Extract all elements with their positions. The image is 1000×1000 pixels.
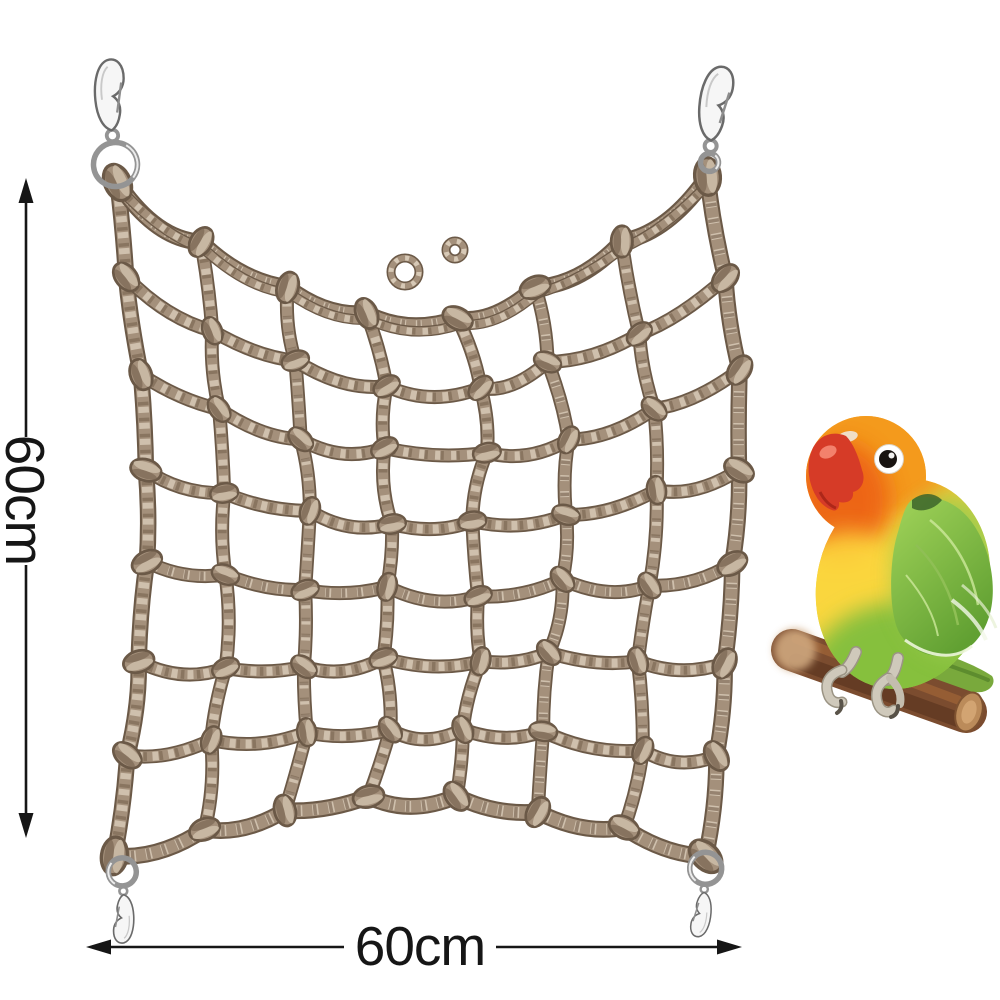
bird-feet (821, 646, 905, 719)
rope-knot (122, 648, 156, 675)
rope-knot (527, 720, 559, 743)
rope-knot (287, 426, 315, 453)
wing-dark-patch (912, 494, 942, 511)
rope-loose-loop (386, 253, 424, 291)
rope-knot (518, 274, 552, 301)
rope-knot (442, 780, 471, 812)
rope-knot (467, 374, 494, 402)
rope-knot (372, 374, 401, 399)
rope-knot (128, 358, 154, 392)
vertical-dimension-label: 60cm (0, 435, 56, 566)
rope-knot (200, 316, 224, 346)
rope-knot (210, 563, 241, 587)
rope-knot (188, 816, 222, 843)
rope-knot (353, 297, 380, 330)
rope-knot (368, 646, 399, 670)
arrowhead-right-icon (717, 939, 742, 955)
rope-knot (272, 793, 298, 828)
rope-knot (129, 457, 163, 483)
snap-hook (93, 58, 125, 144)
rope-knot (199, 725, 223, 755)
metal-clips (90, 58, 735, 944)
rope-knot (535, 639, 562, 667)
carabiner-clip-top-left (90, 58, 141, 190)
bird-beak (808, 431, 864, 511)
bird-claw (835, 699, 844, 715)
arrowhead-down-icon (18, 813, 34, 838)
rope-knot (206, 395, 232, 423)
rope-knot (607, 814, 641, 841)
rope-knot (609, 224, 634, 259)
lovebird (771, 416, 1000, 733)
rope-knot (280, 349, 311, 373)
rope-knot (710, 263, 741, 294)
carabiner-clip-top-right (697, 65, 735, 175)
rope-knot (377, 715, 403, 744)
rope-knot (295, 717, 318, 748)
rope-knot (625, 321, 653, 347)
rope-knot (556, 425, 581, 455)
horizontal-dimension-arrow: 60cm (86, 915, 742, 977)
rope-knot (716, 550, 749, 578)
rope-knot (549, 565, 576, 593)
snap-hook (689, 884, 712, 938)
snap-hook (112, 885, 135, 944)
rope-knot (469, 646, 492, 677)
arrowhead-left-icon (86, 939, 111, 955)
bird-wing (891, 494, 998, 657)
rope-knot (111, 741, 143, 770)
rope-knot (631, 735, 655, 766)
rope-knot (130, 548, 164, 576)
bird-eye (874, 444, 904, 474)
rope-knot (209, 482, 240, 504)
rope-knot (376, 513, 408, 535)
rope-knot (463, 584, 493, 608)
rope-knot (441, 305, 474, 332)
rope-knot (290, 654, 318, 680)
branch-blurred-end (774, 629, 816, 671)
rope-knot (187, 226, 215, 258)
rope-knot (210, 656, 241, 680)
rope-knot (551, 503, 581, 527)
rope-knot (471, 441, 502, 464)
rope-net (99, 155, 755, 877)
rope-knot (370, 436, 399, 460)
rope-knot (111, 261, 141, 293)
rope-knot (645, 474, 668, 506)
rope-knot (457, 510, 488, 532)
rope-knot (275, 270, 301, 305)
rope-knot (298, 496, 322, 526)
bird-claw (889, 704, 900, 719)
rope-knot (702, 740, 730, 772)
rope-knot (351, 784, 386, 809)
rope-knot (626, 646, 650, 677)
horizontal-dimension-label: 60cm (355, 915, 486, 977)
rope-knot (725, 354, 754, 386)
rope-loose-loop (441, 236, 469, 264)
rope-knot (640, 395, 668, 422)
carabiner-clip-bottom-right (686, 849, 725, 938)
rope-knot (376, 571, 399, 602)
vertical-dimension-arrow: 60cm (0, 178, 56, 838)
branch-cut-end (954, 691, 984, 733)
rope-knot (711, 647, 738, 680)
carabiner-clip-bottom-left (105, 855, 140, 944)
rope-knot (723, 456, 755, 484)
snap-hook (697, 65, 735, 154)
rope-knot (290, 578, 320, 602)
rope-knot (524, 795, 552, 829)
rope-knot (451, 714, 475, 745)
rope-knot (532, 350, 563, 374)
arrowhead-up-icon (18, 178, 34, 203)
rope-knot (637, 571, 662, 600)
